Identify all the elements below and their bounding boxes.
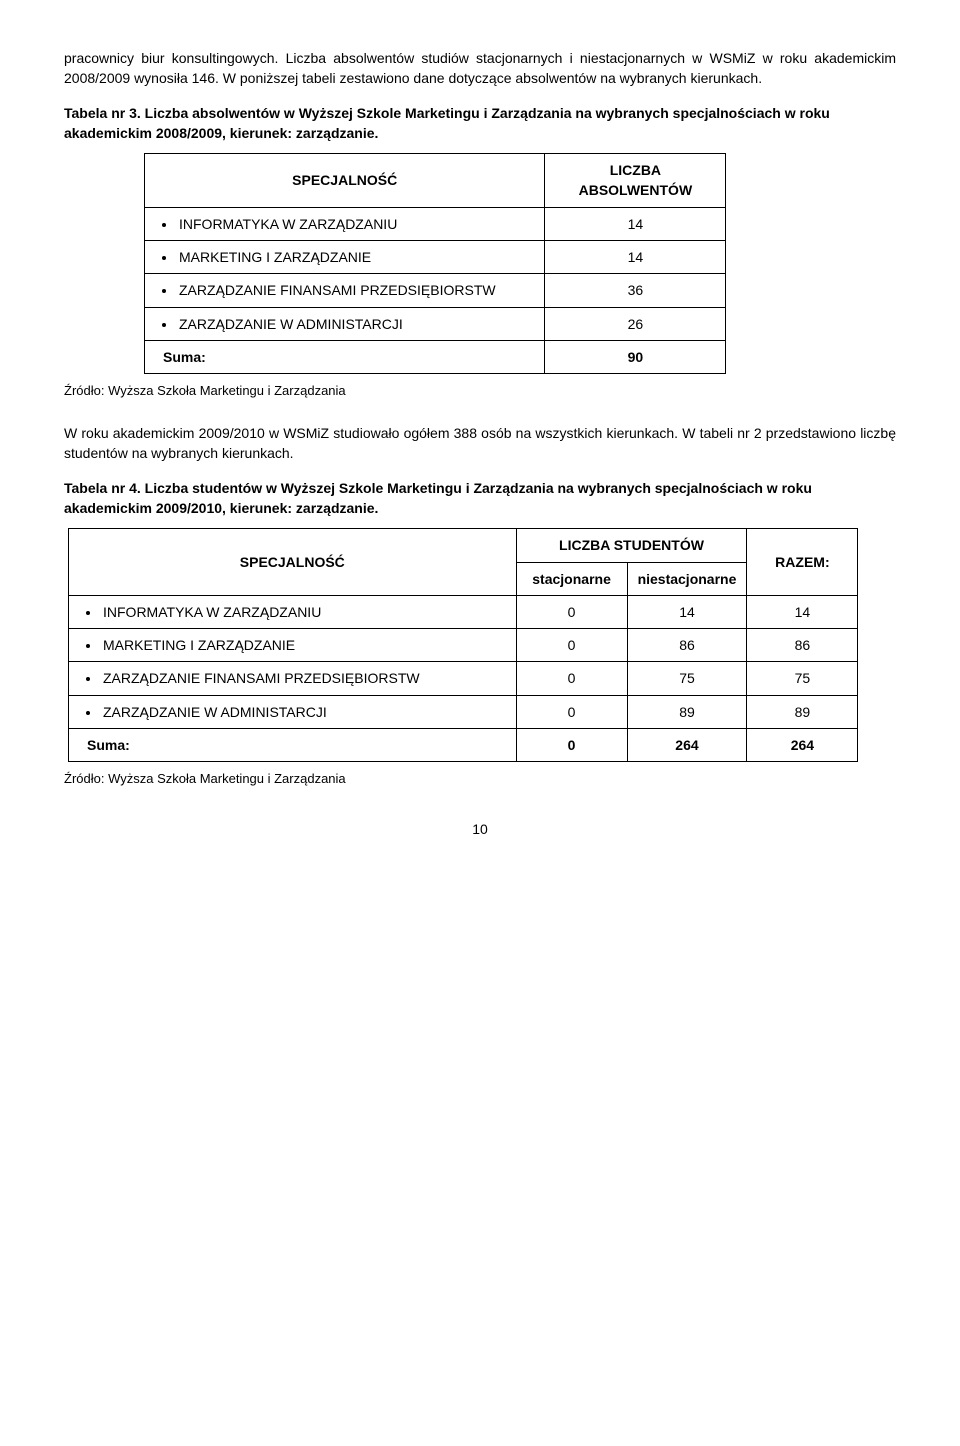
cell-razem: 75 [747, 662, 858, 695]
cell-razem: 14 [747, 595, 858, 628]
page-number: 10 [64, 819, 896, 839]
table4: SPECJALNOŚĆ LICZBA STUDENTÓW RAZEM: stac… [68, 528, 858, 762]
table4-head-stac: stacjonarne [516, 562, 627, 595]
cell-stac: 0 [516, 695, 627, 728]
spec-label: INFORMATYKA W ZARZĄDZANIU [177, 214, 534, 234]
table-row: INFORMATYKA W ZARZĄDZANIU 14 [145, 207, 726, 240]
cell-niestac: 75 [627, 662, 747, 695]
cell-stac: 0 [516, 662, 627, 695]
spec-label: INFORMATYKA W ZARZĄDZANIU [101, 602, 506, 622]
mid-paragraph: W roku akademickim 2009/2010 w WSMiZ stu… [64, 423, 896, 464]
spec-label: ZARZĄDZANIE FINANSAMI PRZEDSIĘBIORSTW [101, 668, 506, 688]
spec-value: 36 [545, 274, 726, 307]
table3: SPECJALNOŚĆ LICZBA ABSOLWENTÓW INFORMATY… [144, 153, 726, 374]
cell-niestac: 86 [627, 629, 747, 662]
cell-stac: 0 [516, 595, 627, 628]
table-row: ZARZĄDZANIE FINANSAMI PRZEDSIĘBIORSTW 0 … [69, 662, 858, 695]
table4-sum-label: Suma: [69, 729, 517, 762]
table3-head-spec: SPECJALNOŚĆ [145, 154, 545, 208]
table4-sum-stac: 0 [516, 729, 627, 762]
table4-head-niestac: niestacjonarne [627, 562, 747, 595]
cell-razem: 89 [747, 695, 858, 728]
table3-sum-row: Suma: 90 [145, 340, 726, 373]
cell-niestac: 89 [627, 695, 747, 728]
cell-razem: 86 [747, 629, 858, 662]
table4-head-spec: SPECJALNOŚĆ [69, 529, 517, 596]
table-row: MARKETING I ZARZĄDZANIE 0 86 86 [69, 629, 858, 662]
spec-value: 26 [545, 307, 726, 340]
table3-caption-text: Liczba absolwentów w Wyższej Szkole Mark… [64, 105, 830, 141]
table3-sum-label: Suma: [145, 340, 545, 373]
table3-caption-prefix: Tabela nr 3. [64, 105, 141, 121]
table3-source: Źródło: Wyższa Szkoła Marketingu i Zarzą… [64, 382, 896, 401]
table-row: ZARZĄDZANIE W ADMINISTARCJI 26 [145, 307, 726, 340]
table-row: MARKETING I ZARZĄDZANIE 14 [145, 241, 726, 274]
table4-caption-text: Liczba studentów w Wyższej Szkole Market… [64, 480, 812, 516]
table4-sum-razem: 264 [747, 729, 858, 762]
table4-source: Źródło: Wyższa Szkoła Marketingu i Zarzą… [64, 770, 896, 789]
table-row: ZARZĄDZANIE FINANSAMI PRZEDSIĘBIORSTW 36 [145, 274, 726, 307]
spec-label: ZARZĄDZANIE FINANSAMI PRZEDSIĘBIORSTW [177, 280, 534, 300]
spec-value: 14 [545, 241, 726, 274]
table4-caption-prefix: Tabela nr 4. [64, 480, 141, 496]
spec-label: ZARZĄDZANIE W ADMINISTARCJI [101, 702, 506, 722]
table3-sum-value: 90 [545, 340, 726, 373]
table4-head-count: LICZBA STUDENTÓW [516, 529, 747, 562]
table-row: INFORMATYKA W ZARZĄDZANIU 0 14 14 [69, 595, 858, 628]
intro-paragraph: pracownicy biur konsultingowych. Liczba … [64, 48, 896, 89]
table4-caption: Tabela nr 4. Liczba studentów w Wyższej … [64, 478, 896, 519]
spec-label: ZARZĄDZANIE W ADMINISTARCJI [177, 314, 534, 334]
table-row: ZARZĄDZANIE W ADMINISTARCJI 0 89 89 [69, 695, 858, 728]
spec-label: MARKETING I ZARZĄDZANIE [177, 247, 534, 267]
cell-stac: 0 [516, 629, 627, 662]
table4-sum-row: Suma: 0 264 264 [69, 729, 858, 762]
table3-head-count: LICZBA ABSOLWENTÓW [545, 154, 726, 208]
spec-label: MARKETING I ZARZĄDZANIE [101, 635, 506, 655]
cell-niestac: 14 [627, 595, 747, 628]
table4-head-razem: RAZEM: [747, 529, 858, 596]
table4-sum-niestac: 264 [627, 729, 747, 762]
spec-value: 14 [545, 207, 726, 240]
table3-caption: Tabela nr 3. Liczba absolwentów w Wyższe… [64, 103, 896, 144]
